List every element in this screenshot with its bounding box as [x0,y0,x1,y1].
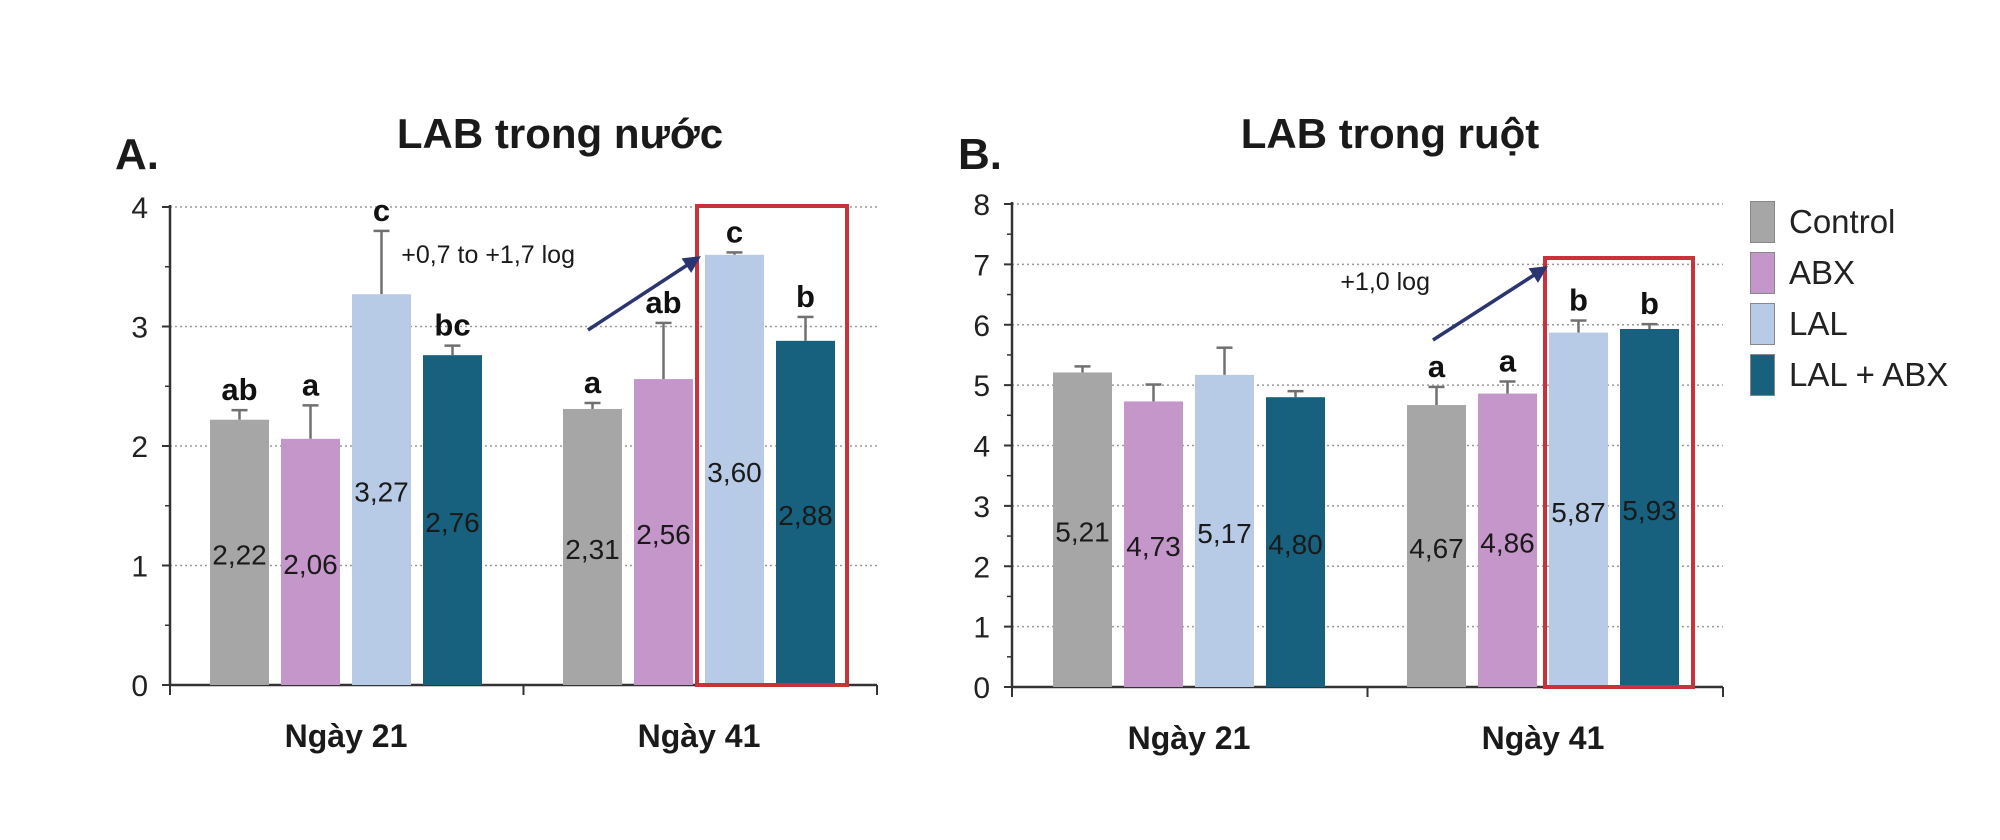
y-tick-label-a: 3 [131,312,148,345]
sig-letter-panel-a-abx-d41: ab [645,285,681,320]
value-label-panel-b-lal-abx-d21: 4,80 [1268,529,1323,560]
y-tick-label-b: 2 [973,551,990,584]
value-label-panel-a-control-d41: 2,31 [565,534,620,565]
legend: Control ABX LAL LAL + ABX [1750,196,1948,400]
y-tick-label-b: 3 [973,491,990,524]
panel-a-title: LAB trong nước [396,110,724,157]
annotation-text-a: +0,7 to +1,7 log [401,241,575,269]
bar-panel-b-abx-d21 [1124,401,1183,687]
y-tick-label-b: 8 [973,189,990,222]
bar-panel-a-lal-abx-d41 [776,340,835,685]
value-label-panel-a-lal-abx-d41: 2,88 [778,500,833,531]
bar-panel-a-lal-abx-d21 [423,355,482,685]
y-tick-label-b: 7 [973,249,990,282]
legend-item-lal: LAL [1750,298,1948,349]
annotation-text-b: +1,0 log [1340,268,1430,296]
y-tick-label-b: 6 [973,310,990,343]
highlight-box-b [1543,256,1695,689]
annotation-arrow-b [1432,266,1548,342]
x-category-label-b: Ngày 21 [1128,720,1251,756]
bar-panel-a-abx-d41 [634,379,693,685]
x-category-label-a: Ngày 21 [285,718,408,754]
value-label-panel-b-lal-abx-d41: 5,93 [1622,495,1677,526]
bar-panel-b-control-d21 [1053,372,1112,687]
value-label-panel-b-lal-d41: 5,87 [1551,497,1606,528]
value-label-panel-b-abx-d21: 4,73 [1126,531,1181,562]
annotation-arrow-a [587,256,701,332]
sig-letter-panel-a-lal-abx-d21: bc [434,308,470,343]
sig-letter-panel-a-control-d21: ab [221,372,257,407]
sig-letter-panel-b-lal-abx-d41: b [1640,286,1659,321]
legend-label-lal: LAL [1789,304,1848,342]
sig-letter-panel-a-abx-d21: a [302,367,320,402]
highlight-box-a [695,204,849,687]
legend-swatch-lal [1750,302,1775,345]
bar-panel-a-control-d41 [563,408,622,685]
x-category-label-b: Ngày 41 [1482,720,1605,756]
y-tick-label-b: 5 [973,370,990,403]
bar-panel-a-lal-d21 [352,294,411,685]
sig-letter-panel-a-control-d41: a [584,365,602,400]
value-label-panel-a-abx-d41: 2,56 [636,519,691,550]
value-label-panel-b-abx-d41: 4,86 [1480,527,1535,558]
value-label-panel-b-lal-d21: 5,17 [1197,518,1252,549]
sig-letter-panel-a-lal-d21: c [373,193,390,228]
bar-panel-b-lal-abx-d41 [1620,328,1679,687]
value-label-panel-a-lal-d21: 3,27 [354,477,409,508]
legend-item-control: Control [1750,196,1948,247]
panel-b-letter: B. [958,130,1002,179]
y-tick-label-a: 4 [131,192,148,225]
value-label-panel-b-control-d41: 4,67 [1409,533,1464,564]
bar-panel-a-abx-d21 [281,438,340,685]
y-tick-label-b: 0 [973,672,990,705]
value-label-panel-b-control-d21: 5,21 [1055,517,1110,548]
y-tick-label-b: 4 [973,431,990,464]
sig-letter-panel-b-abx-d41: a [1499,344,1517,379]
value-label-panel-a-lal-d41: 3,60 [707,457,762,488]
legend-item-abx: ABX [1750,247,1948,298]
bar-panel-a-lal-d41 [705,254,764,686]
value-label-panel-a-lal-abx-d21: 2,76 [425,507,480,538]
sig-letter-panel-a-lal-d41: c [726,214,743,249]
y-tick-label-a: 1 [131,551,148,584]
bar-panel-b-lal-abx-d21 [1266,397,1325,687]
sig-letter-panel-b-control-d41: a [1428,349,1446,384]
bar-panel-b-lal-d21 [1195,374,1254,687]
legend-label-control: Control [1789,202,1896,240]
sig-letter-panel-a-lal-abx-d41: b [796,279,815,314]
legend-item-lal-abx: LAL + ABX [1750,349,1948,400]
sig-letter-panel-b-lal-d41: b [1569,283,1588,318]
bar-panel-b-lal-d41 [1549,332,1608,687]
legend-swatch-abx [1750,251,1775,294]
legend-label-lal-abx: LAL + ABX [1789,355,1949,393]
panel-b-title: LAB trong ruột [1240,110,1540,157]
value-label-panel-a-control-d21: 2,22 [212,539,267,570]
bar-panel-b-abx-d41 [1478,393,1537,687]
legend-label-abx: ABX [1789,253,1856,291]
y-tick-label-a: 0 [131,670,148,703]
bar-panel-b-control-d41 [1407,405,1466,687]
x-category-label-a: Ngày 41 [638,718,761,754]
legend-swatch-lal-abx [1750,353,1775,396]
panel-a-letter: A. [115,130,159,179]
legend-swatch-control [1750,200,1775,243]
y-tick-label-a: 2 [131,431,148,464]
y-tick-label-b: 1 [973,612,990,645]
value-label-panel-a-abx-d21: 2,06 [283,549,338,580]
bar-panel-a-control-d21 [210,419,269,685]
